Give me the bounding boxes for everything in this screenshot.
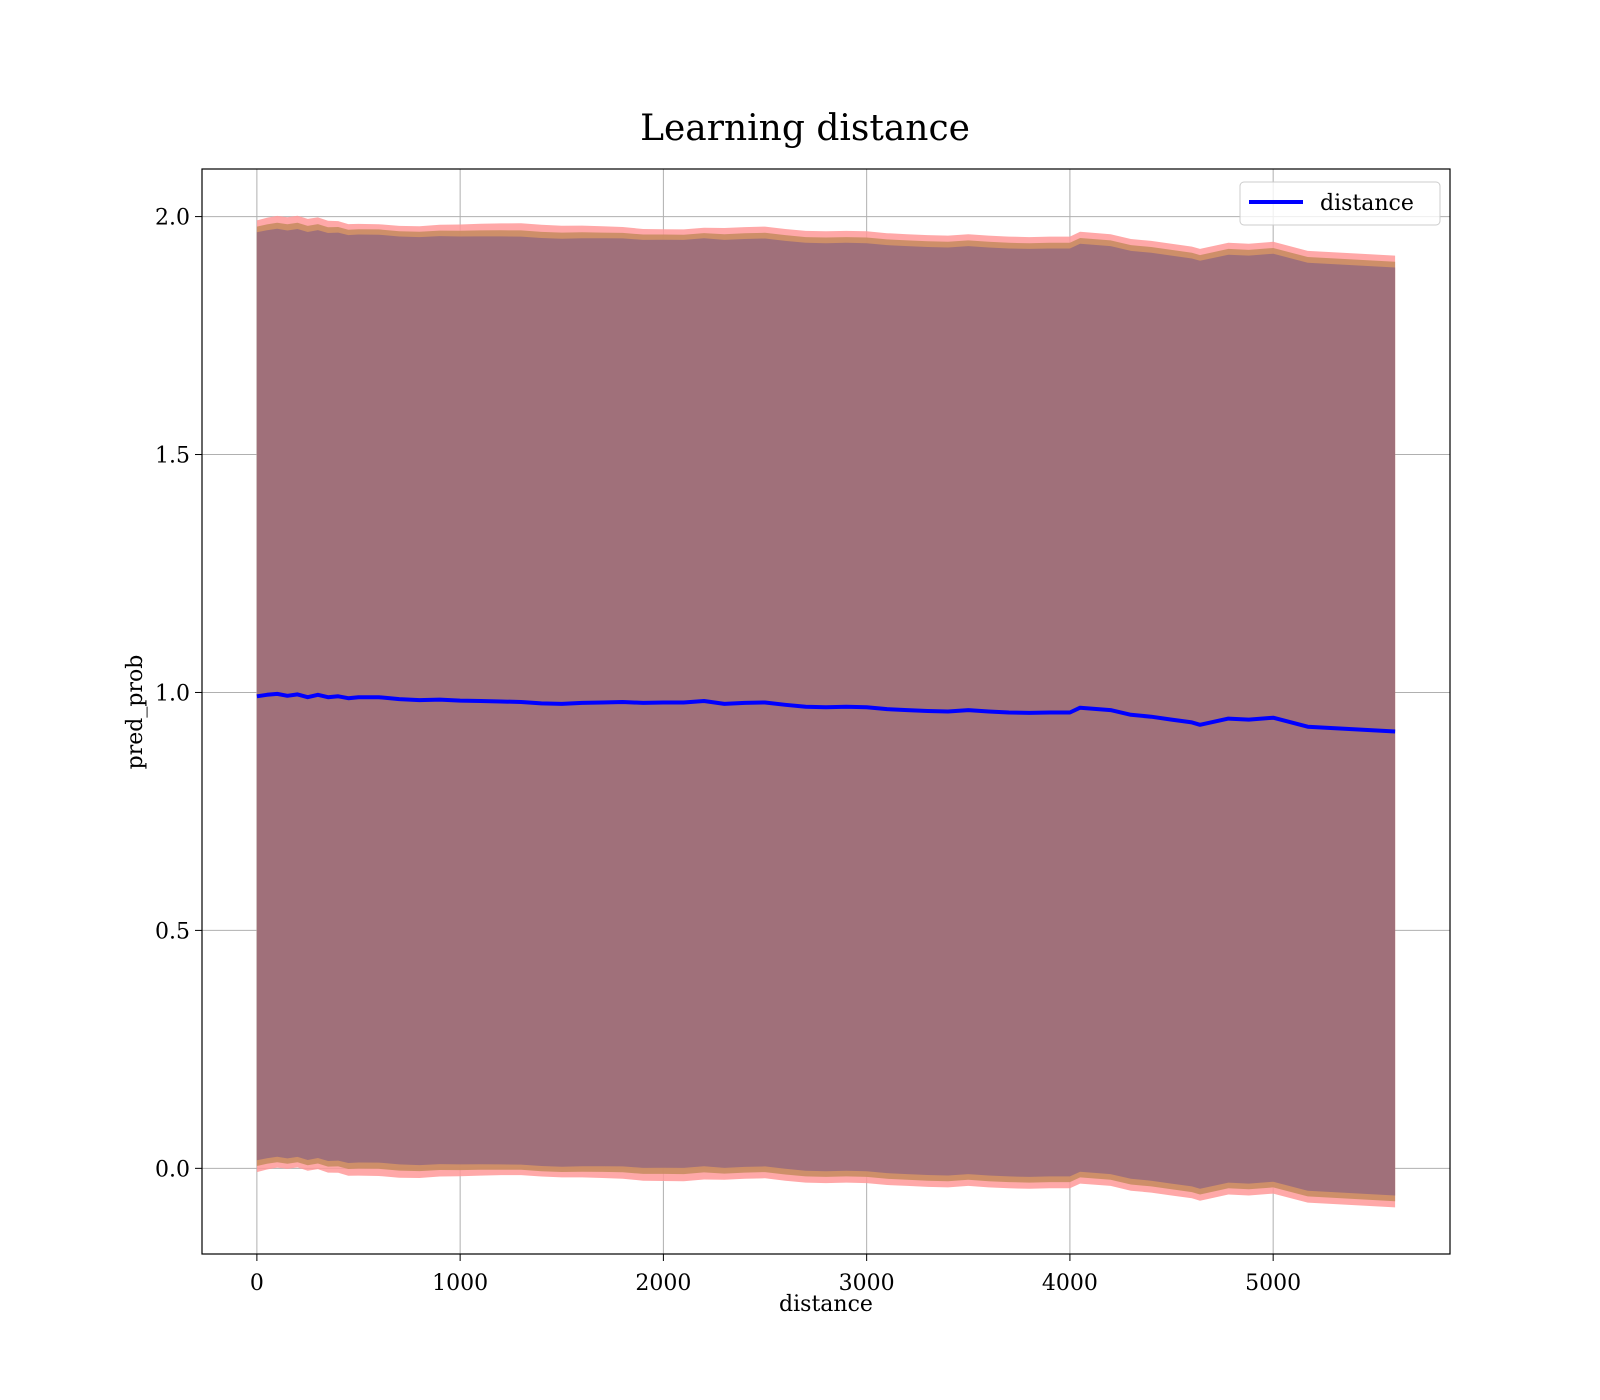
y-tick-label: 1.0	[155, 681, 190, 706]
x-tick-label: 1000	[432, 1271, 488, 1296]
x-tick-label: 2000	[635, 1271, 691, 1296]
band-inner	[256, 228, 1396, 1196]
x-tick-label: 3000	[839, 1271, 895, 1296]
y-tick-label: 2.0	[155, 206, 190, 231]
chart-title: Learning distance	[640, 108, 970, 149]
plot-frame	[201, 168, 1451, 1255]
legend: distance	[1239, 181, 1441, 226]
y-axis-label: pred_prob	[123, 655, 148, 770]
y-tick-label: 0.5	[155, 919, 190, 944]
x-tick-label: 5000	[1245, 1271, 1301, 1296]
legend-box	[1239, 181, 1441, 226]
x-tick-label: 4000	[1042, 1271, 1098, 1296]
y-tick-label: 0.0	[155, 1157, 190, 1182]
x-axis-label: distance	[779, 1292, 873, 1317]
y-axis-ticks: 0.0 0.5 1.0 1.5 2.0	[155, 206, 202, 1182]
series-line-distance	[256, 691, 1396, 734]
x-tick-label: 0	[250, 1271, 264, 1296]
legend-label: distance	[1320, 191, 1414, 216]
x-axis-ticks: 0 1000 2000 3000 4000 5000	[250, 1254, 1301, 1296]
confidence-bands	[256, 215, 1396, 1208]
y-tick-label: 1.5	[155, 444, 190, 469]
series-lines	[256, 691, 1396, 734]
